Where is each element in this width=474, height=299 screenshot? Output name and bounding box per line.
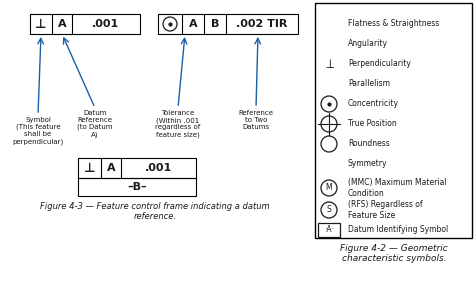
- Text: Perpendicularity: Perpendicularity: [348, 60, 411, 68]
- Text: .002 TIR: .002 TIR: [237, 19, 288, 29]
- Text: (RFS) Regardless of
Feature Size: (RFS) Regardless of Feature Size: [348, 200, 423, 220]
- Text: A: A: [107, 163, 115, 173]
- Circle shape: [321, 202, 337, 218]
- Text: Parallelism: Parallelism: [348, 80, 390, 89]
- Text: Tolerance
(Within .001
regardless of
feature size): Tolerance (Within .001 regardless of fea…: [155, 110, 201, 138]
- Text: A: A: [58, 19, 66, 29]
- Text: Symmetry: Symmetry: [348, 159, 388, 169]
- Bar: [78, 158, 196, 196]
- Text: ⊥: ⊥: [35, 18, 46, 30]
- Circle shape: [321, 136, 337, 152]
- Bar: [158, 14, 298, 34]
- Bar: [30, 14, 140, 34]
- Text: Figure 4-2 — Geometric
characteristic symbols.: Figure 4-2 — Geometric characteristic sy…: [340, 244, 448, 263]
- Circle shape: [321, 96, 337, 112]
- Text: .001: .001: [145, 163, 172, 173]
- Text: Angularity: Angularity: [348, 39, 388, 48]
- Circle shape: [321, 180, 337, 196]
- Text: Figure 4-3 — Feature control frame indicating a datum
reference.: Figure 4-3 — Feature control frame indic…: [40, 202, 270, 221]
- Text: Symbol
(This feature
shall be
perpendicular): Symbol (This feature shall be perpendicu…: [12, 117, 64, 145]
- Text: Reference
to Two
Datums: Reference to Two Datums: [238, 110, 273, 130]
- Text: Roundness: Roundness: [348, 140, 390, 149]
- Text: –B–: –B–: [127, 182, 147, 192]
- Text: B: B: [211, 19, 219, 29]
- Bar: [318, 223, 340, 237]
- Text: ⊥: ⊥: [84, 161, 95, 175]
- Text: S: S: [327, 205, 331, 214]
- Text: Concentricity: Concentricity: [348, 100, 399, 109]
- Text: ·A·: ·A·: [324, 225, 334, 234]
- Text: .001: .001: [92, 19, 119, 29]
- Circle shape: [163, 17, 177, 31]
- Text: Flatness & Straightness: Flatness & Straightness: [348, 19, 439, 28]
- Text: A: A: [189, 19, 197, 29]
- Text: True Position: True Position: [348, 120, 397, 129]
- Text: (MMC) Maximum Material
Condition: (MMC) Maximum Material Condition: [348, 178, 447, 198]
- Bar: [315, 3, 472, 238]
- Circle shape: [321, 116, 337, 132]
- Text: Datum Identifying Symbol: Datum Identifying Symbol: [348, 225, 448, 234]
- Text: Datum
Reference
(to Datum
A): Datum Reference (to Datum A): [77, 110, 113, 138]
- Text: M: M: [326, 184, 332, 193]
- Text: $\perp$: $\perp$: [323, 57, 335, 71]
